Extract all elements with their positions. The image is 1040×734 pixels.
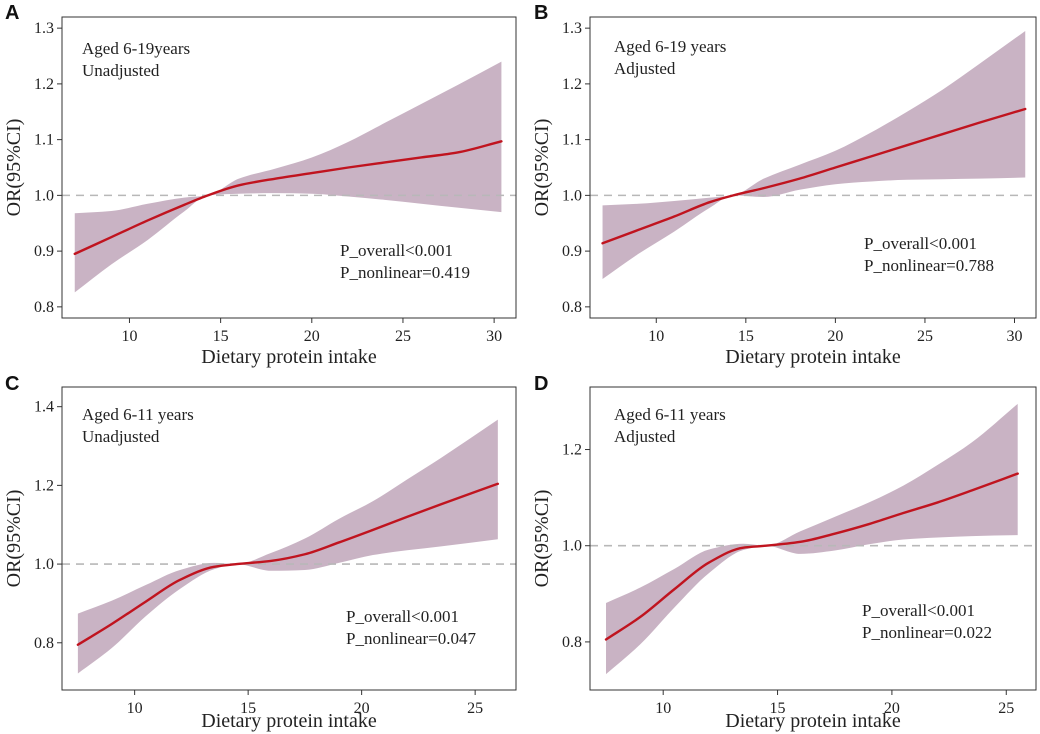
annotation-line: Unadjusted xyxy=(82,61,160,80)
panel-label: C xyxy=(5,373,19,395)
y-axis-title: OR(95%CI) xyxy=(531,490,553,588)
y-tick-label: 0.9 xyxy=(34,243,54,260)
annotation-line: Aged 6-11 years xyxy=(614,405,726,424)
confidence-band xyxy=(602,30,1026,279)
x-tick-label: 30 xyxy=(1007,328,1023,345)
x-tick-label: 25 xyxy=(395,328,411,345)
x-tick-label: 15 xyxy=(770,700,786,717)
p-value-text: P_overall<0.001 xyxy=(862,601,975,620)
y-tick-label: 1.3 xyxy=(562,20,582,37)
annotation-line: Unadjusted xyxy=(82,427,160,446)
panel-b: 10 15 20 25 30 0.8 0.9 1.0 1.1 1.2 1.3 Dietary prot… xyxy=(531,2,1037,368)
y-tick-label: 1.0 xyxy=(34,187,54,204)
x-axis-title: Dietary protein intake xyxy=(725,346,901,368)
panel-c: 10 15 20 25 0.8 1.0 1.2 1.4 Dietary protein inta… xyxy=(3,373,517,732)
p-value-text: P_nonlinear=0.788 xyxy=(864,256,994,275)
y-tick-label: 1.0 xyxy=(562,187,582,204)
x-tick-label: 25 xyxy=(467,700,483,717)
x-tick-label: 15 xyxy=(240,700,256,717)
panel-label: A xyxy=(5,2,19,24)
y-tick-label: 0.8 xyxy=(34,299,54,316)
y-tick-label: 1.2 xyxy=(562,442,582,459)
x-tick-label: 30 xyxy=(486,328,502,345)
x-axis-title: Dietary protein intake xyxy=(201,346,377,368)
y-tick-label: 1.0 xyxy=(34,556,54,573)
y-tick-label: 1.4 xyxy=(34,399,54,416)
panel-label: D xyxy=(534,373,548,395)
p-value-text: P_nonlinear=0.022 xyxy=(862,623,992,642)
annotation-line: Aged 6-19 years xyxy=(614,37,726,56)
x-tick-label: 20 xyxy=(354,700,370,717)
x-tick-label: 20 xyxy=(884,700,900,717)
plot-frame xyxy=(589,386,1037,691)
y-tick-label: 1.0 xyxy=(562,538,582,555)
y-tick-label: 1.1 xyxy=(562,132,582,149)
x-tick-label: 25 xyxy=(917,328,933,345)
y-tick-label: 1.2 xyxy=(34,477,54,494)
x-tick-label: 10 xyxy=(648,328,664,345)
y-tick-label: 0.8 xyxy=(562,299,582,316)
y-tick-label: 0.8 xyxy=(34,635,54,652)
odds-ratio-line xyxy=(76,482,500,646)
x-axis-title: Dietary protein intake xyxy=(725,710,901,732)
panel-label: B xyxy=(534,2,548,24)
y-tick-label: 0.9 xyxy=(562,243,582,260)
y-tick-label: 1.2 xyxy=(562,76,582,93)
confidence-band xyxy=(77,419,498,674)
p-value-text: P_overall<0.001 xyxy=(864,234,977,253)
y-tick-label: 1.3 xyxy=(34,20,54,37)
x-tick-label: 10 xyxy=(127,700,143,717)
x-tick-label: 20 xyxy=(304,328,320,345)
x-tick-label: 25 xyxy=(998,700,1014,717)
x-axis-title: Dietary protein intake xyxy=(201,710,377,732)
p-value-text: P_nonlinear=0.419 xyxy=(340,263,470,282)
odds-ratio-line xyxy=(604,472,1019,641)
plot-frame xyxy=(61,16,517,319)
y-axis-title: OR(95%CI) xyxy=(3,119,25,217)
annotation-line: Adjusted xyxy=(614,59,676,78)
p-value-text: P_overall<0.001 xyxy=(340,241,453,260)
y-axis-title: OR(95%CI) xyxy=(3,490,25,588)
annotation-line: Aged 6-11 years xyxy=(82,405,194,424)
panel-d: 10 15 20 25 0.8 1.0 1.2 Dietary protein intake O… xyxy=(531,373,1037,732)
plot-frame xyxy=(61,386,517,691)
y-tick-label: 1.2 xyxy=(34,76,54,93)
y-tick-label: 1.1 xyxy=(34,132,54,149)
p-value-text: P_overall<0.001 xyxy=(346,607,459,626)
odds-ratio-line xyxy=(601,107,1027,245)
p-value-text: P_nonlinear=0.047 xyxy=(346,629,476,648)
x-tick-label: 10 xyxy=(655,700,671,717)
x-tick-label: 15 xyxy=(738,328,754,345)
plot-frame xyxy=(589,16,1037,319)
x-tick-label: 10 xyxy=(121,328,137,345)
y-axis-title: OR(95%CI) xyxy=(531,119,553,217)
panel-a: 10 15 20 25 30 0.8 0.9 1.0 1.1 1.2 1.3 Dietary prot… xyxy=(3,2,517,368)
x-tick-label: 20 xyxy=(827,328,843,345)
y-tick-label: 0.8 xyxy=(562,634,582,651)
annotation-line: Aged 6-19years xyxy=(82,39,190,58)
x-tick-label: 15 xyxy=(213,328,229,345)
annotation-line: Adjusted xyxy=(614,427,676,446)
odds-ratio-line xyxy=(73,140,503,256)
